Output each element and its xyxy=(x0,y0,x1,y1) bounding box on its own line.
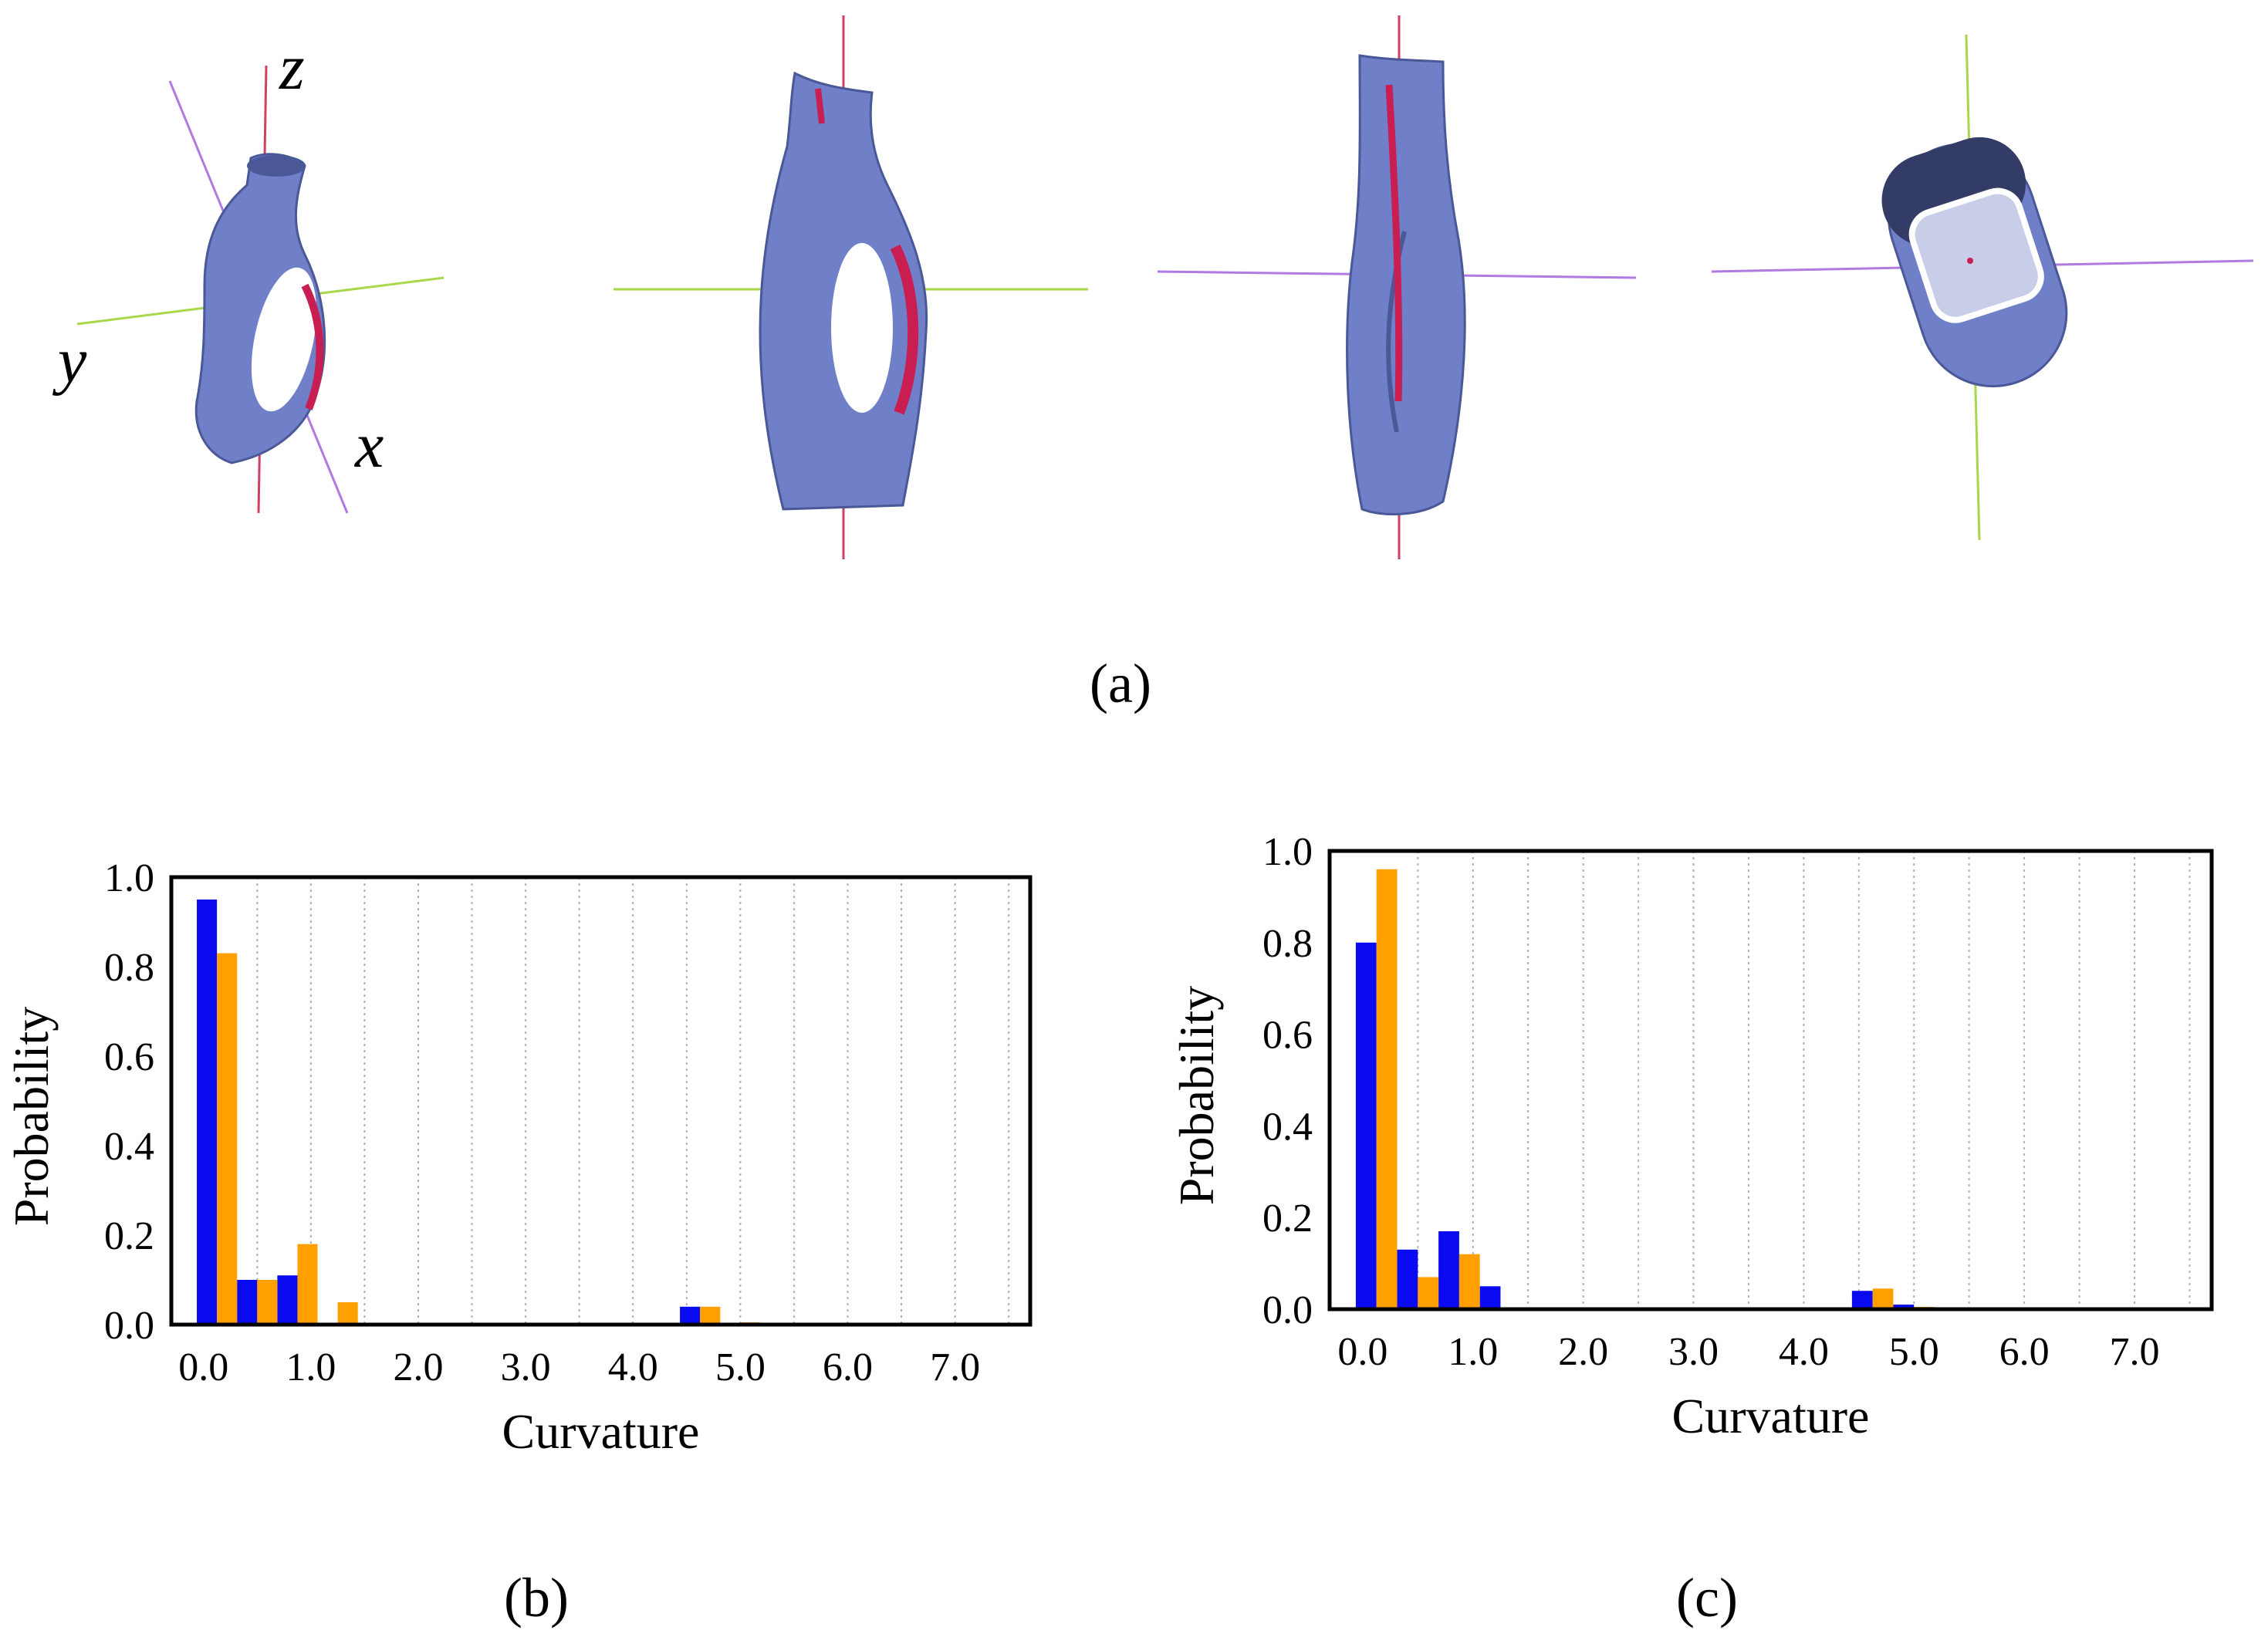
render-axis-x-label: x xyxy=(353,410,384,481)
y-tick-label: 0.8 xyxy=(1262,922,1313,966)
bar-series-2 xyxy=(337,1302,358,1325)
chart-c-plot-frame xyxy=(1327,849,2214,1311)
y-tick-label: 0.6 xyxy=(104,1035,154,1079)
y-tick-label: 0.0 xyxy=(104,1304,154,1348)
x-tick-label: 3.0 xyxy=(501,1345,551,1389)
bar-series-1 xyxy=(1397,1249,1418,1309)
chart-c: 0.0 1.0 2.0 3.0 4.0 5.0 6.0 7.0 0.0 0.2 0.4 0.6 0.8… xyxy=(1169,830,2214,1629)
y-tick-label: 1.0 xyxy=(104,856,154,900)
y-tick-label: 0.2 xyxy=(1262,1197,1313,1241)
bar-series-1 xyxy=(680,1306,701,1325)
render-view-4 xyxy=(1711,34,2254,541)
bar-series-1 xyxy=(237,1280,258,1325)
x-tick-label: 1.0 xyxy=(1448,1330,1498,1374)
chart-b-x-axis-title: Curvature xyxy=(502,1404,700,1459)
vase-mesh-2-highlight xyxy=(890,244,919,415)
chart-b: 0.0 1.0 2.0 3.0 4.0 5.0 6.0 7.0 0.0 0.2 0.4 0.6 0.8… xyxy=(4,856,1033,1629)
chart-c-y-axis-title: Probability xyxy=(1169,986,1224,1205)
y-tick-label: 0.4 xyxy=(1262,1105,1313,1149)
y-tick-label: 0.6 xyxy=(1262,1014,1313,1058)
bar-series-2 xyxy=(1418,1277,1439,1309)
render-axis-y-label: y xyxy=(52,325,87,397)
bar-series-1 xyxy=(277,1275,298,1325)
x-tick-label: 2.0 xyxy=(1558,1330,1608,1374)
x-tick-label: 5.0 xyxy=(1889,1330,1939,1374)
chart-c-x-axis-title: Curvature xyxy=(1672,1389,1870,1443)
chart-b-x-tick-labels: 0.0 1.0 2.0 3.0 4.0 5.0 6.0 7.0 xyxy=(178,1345,980,1389)
bar-series-2 xyxy=(1376,869,1398,1309)
bar-series-1 xyxy=(1355,942,1377,1309)
panel-c-label: (c) xyxy=(1676,1567,1738,1629)
x-tick-label: 0.0 xyxy=(1337,1330,1388,1374)
render-axis-z-label: z xyxy=(279,32,305,103)
x-tick-label: 6.0 xyxy=(1999,1330,2050,1374)
chart-b-grid xyxy=(256,877,1010,1325)
bar-series-1 xyxy=(197,900,218,1325)
y-tick-label: 1.0 xyxy=(1262,830,1313,874)
vase-mesh-4-rim xyxy=(1908,187,2044,323)
vase-mesh-1-mouth xyxy=(247,155,306,177)
chart-b-y-axis-title: Probability xyxy=(4,1007,59,1226)
x-tick-label: 4.0 xyxy=(1779,1330,1829,1374)
bar-series-2 xyxy=(1458,1254,1480,1309)
vase-mesh-1-handle-hole xyxy=(251,267,317,412)
bar-series-2 xyxy=(297,1244,318,1325)
x-tick-label: 6.0 xyxy=(823,1345,873,1389)
chart-b-y-tick-labels: 0.0 0.2 0.4 0.6 0.8 1.0 xyxy=(104,856,154,1348)
x-tick-label: 7.0 xyxy=(930,1345,980,1389)
vase-mesh-3 xyxy=(1346,54,1466,515)
render-view-3 xyxy=(1157,15,1637,559)
x-tick-label: 3.0 xyxy=(1668,1330,1719,1374)
vase-mesh-1-highlight xyxy=(301,283,324,410)
chart-c-grid xyxy=(1417,851,2191,1309)
x-tick-label: 7.0 xyxy=(2109,1330,2159,1374)
x-tick-label: 2.0 xyxy=(393,1345,443,1389)
vase-mesh-3-highlight xyxy=(1385,84,1403,402)
x-tick-label: 4.0 xyxy=(608,1345,658,1389)
x-tick-label: 1.0 xyxy=(286,1345,336,1389)
bar-series-1 xyxy=(1893,1305,1915,1309)
chart-c-x-tick-labels: 0.0 1.0 2.0 3.0 4.0 5.0 6.0 7.0 xyxy=(1337,1330,2159,1374)
bar-series-1 xyxy=(1438,1231,1459,1309)
chart-c-y-tick-labels: 0.0 0.2 0.4 0.6 0.8 1.0 xyxy=(1262,830,1313,1332)
y-tick-label: 0.8 xyxy=(104,946,154,990)
panel-b-label: (b) xyxy=(504,1567,569,1629)
x-tick-label: 0.0 xyxy=(178,1345,228,1389)
chart-c-bars xyxy=(1355,869,1935,1309)
render-view-1: z y x xyxy=(52,32,444,514)
y-tick-label: 0.2 xyxy=(104,1214,154,1258)
bar-series-1 xyxy=(1851,1291,1873,1309)
vase-mesh-4-center xyxy=(1967,258,1973,264)
bar-series-2 xyxy=(257,1280,278,1325)
panel-a-label: (a) xyxy=(1090,653,1151,714)
vase-mesh-2-handle-hole xyxy=(831,243,893,413)
panel-a-renders: z y x xyxy=(52,15,2254,714)
chart-b-bars xyxy=(197,900,761,1325)
bar-series-2 xyxy=(1872,1288,1894,1309)
bar-series-2 xyxy=(217,953,238,1325)
chart-b-plot-frame xyxy=(169,875,1033,1327)
x-tick-label: 5.0 xyxy=(715,1345,766,1389)
vase-mesh-2-rim-highlight xyxy=(815,88,825,124)
bar-series-2 xyxy=(700,1306,721,1325)
y-tick-label: 0.4 xyxy=(104,1125,154,1169)
render-view-2 xyxy=(613,15,1088,559)
y-tick-label: 0.0 xyxy=(1262,1288,1313,1332)
bar-series-1 xyxy=(1479,1286,1501,1309)
